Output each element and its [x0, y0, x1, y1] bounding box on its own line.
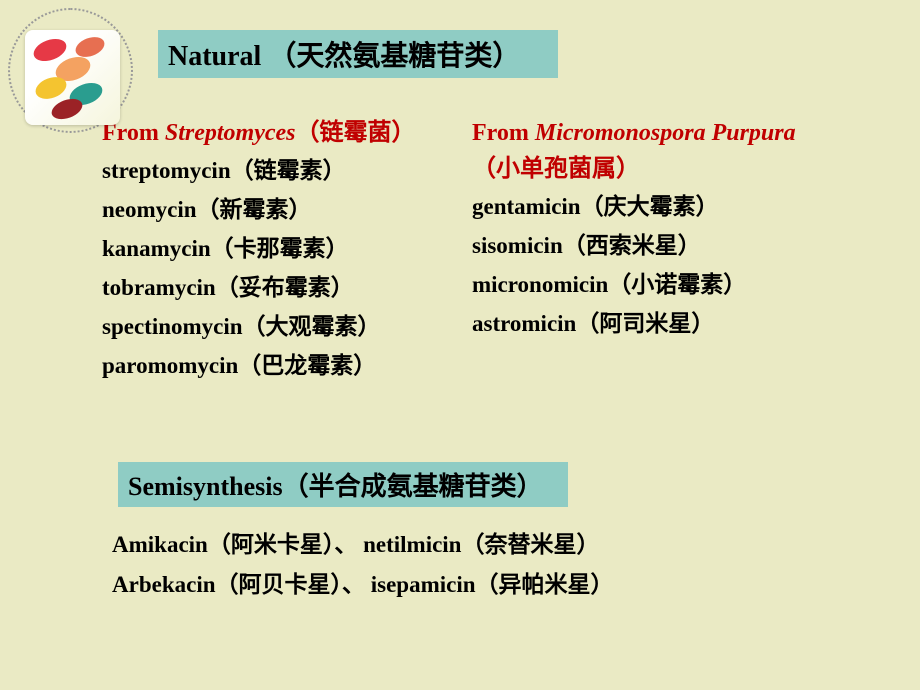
semisynthesis-block: Amikacin（阿米卡星）、 netilmicin（奈替米星） Arbekac…: [112, 525, 614, 606]
natural-right-column: From Micromonospora Purpura （小单孢菌属） gent…: [472, 115, 902, 343]
source-from-label: From: [472, 120, 535, 146]
drug-item: kanamycin（卡那霉素）: [102, 229, 467, 268]
natural-left-column: From Streptomyces（链霉菌） streptomycin（链霉素）…: [102, 115, 467, 386]
source-name: Micromonospora Purpura: [535, 120, 796, 146]
semi-line: Amikacin（阿米卡星）、 netilmicin（奈替米星）: [112, 525, 614, 565]
source-streptomyces: From Streptomyces（链霉菌）: [102, 115, 467, 151]
drug-item: streptomycin（链霉素）: [102, 151, 467, 190]
source-micromonospora-cn: （小单孢菌属）: [472, 151, 902, 187]
drug-item: neomycin（新霉素）: [102, 190, 467, 229]
source-cn: （小单孢菌属）: [472, 156, 640, 182]
drug-item: spectinomycin（大观霉素）: [102, 307, 467, 346]
source-cn: （链霉菌）: [296, 120, 416, 146]
drug-item: gentamicin（庆大霉素）: [472, 187, 902, 226]
natural-header: Natural （天然氨基糖苷类）: [158, 30, 558, 78]
semi-line: Arbekacin（阿贝卡星）、 isepamicin（异帕米星）: [112, 565, 614, 605]
source-name: Streptomyces: [165, 120, 296, 146]
drug-item: paromomycin（巴龙霉素）: [102, 346, 467, 385]
drug-item: astromicin（阿司米星）: [472, 304, 902, 343]
corner-pill-image: [25, 30, 120, 125]
semisynthesis-header: Semisynthesis（半合成氨基糖苷类）: [118, 462, 568, 507]
drug-item: micronomicin（小诺霉素）: [472, 265, 902, 304]
drug-item: sisomicin（西索米星）: [472, 226, 902, 265]
drug-item: tobramycin（妥布霉素）: [102, 268, 467, 307]
source-micromonospora: From Micromonospora Purpura: [472, 115, 902, 151]
